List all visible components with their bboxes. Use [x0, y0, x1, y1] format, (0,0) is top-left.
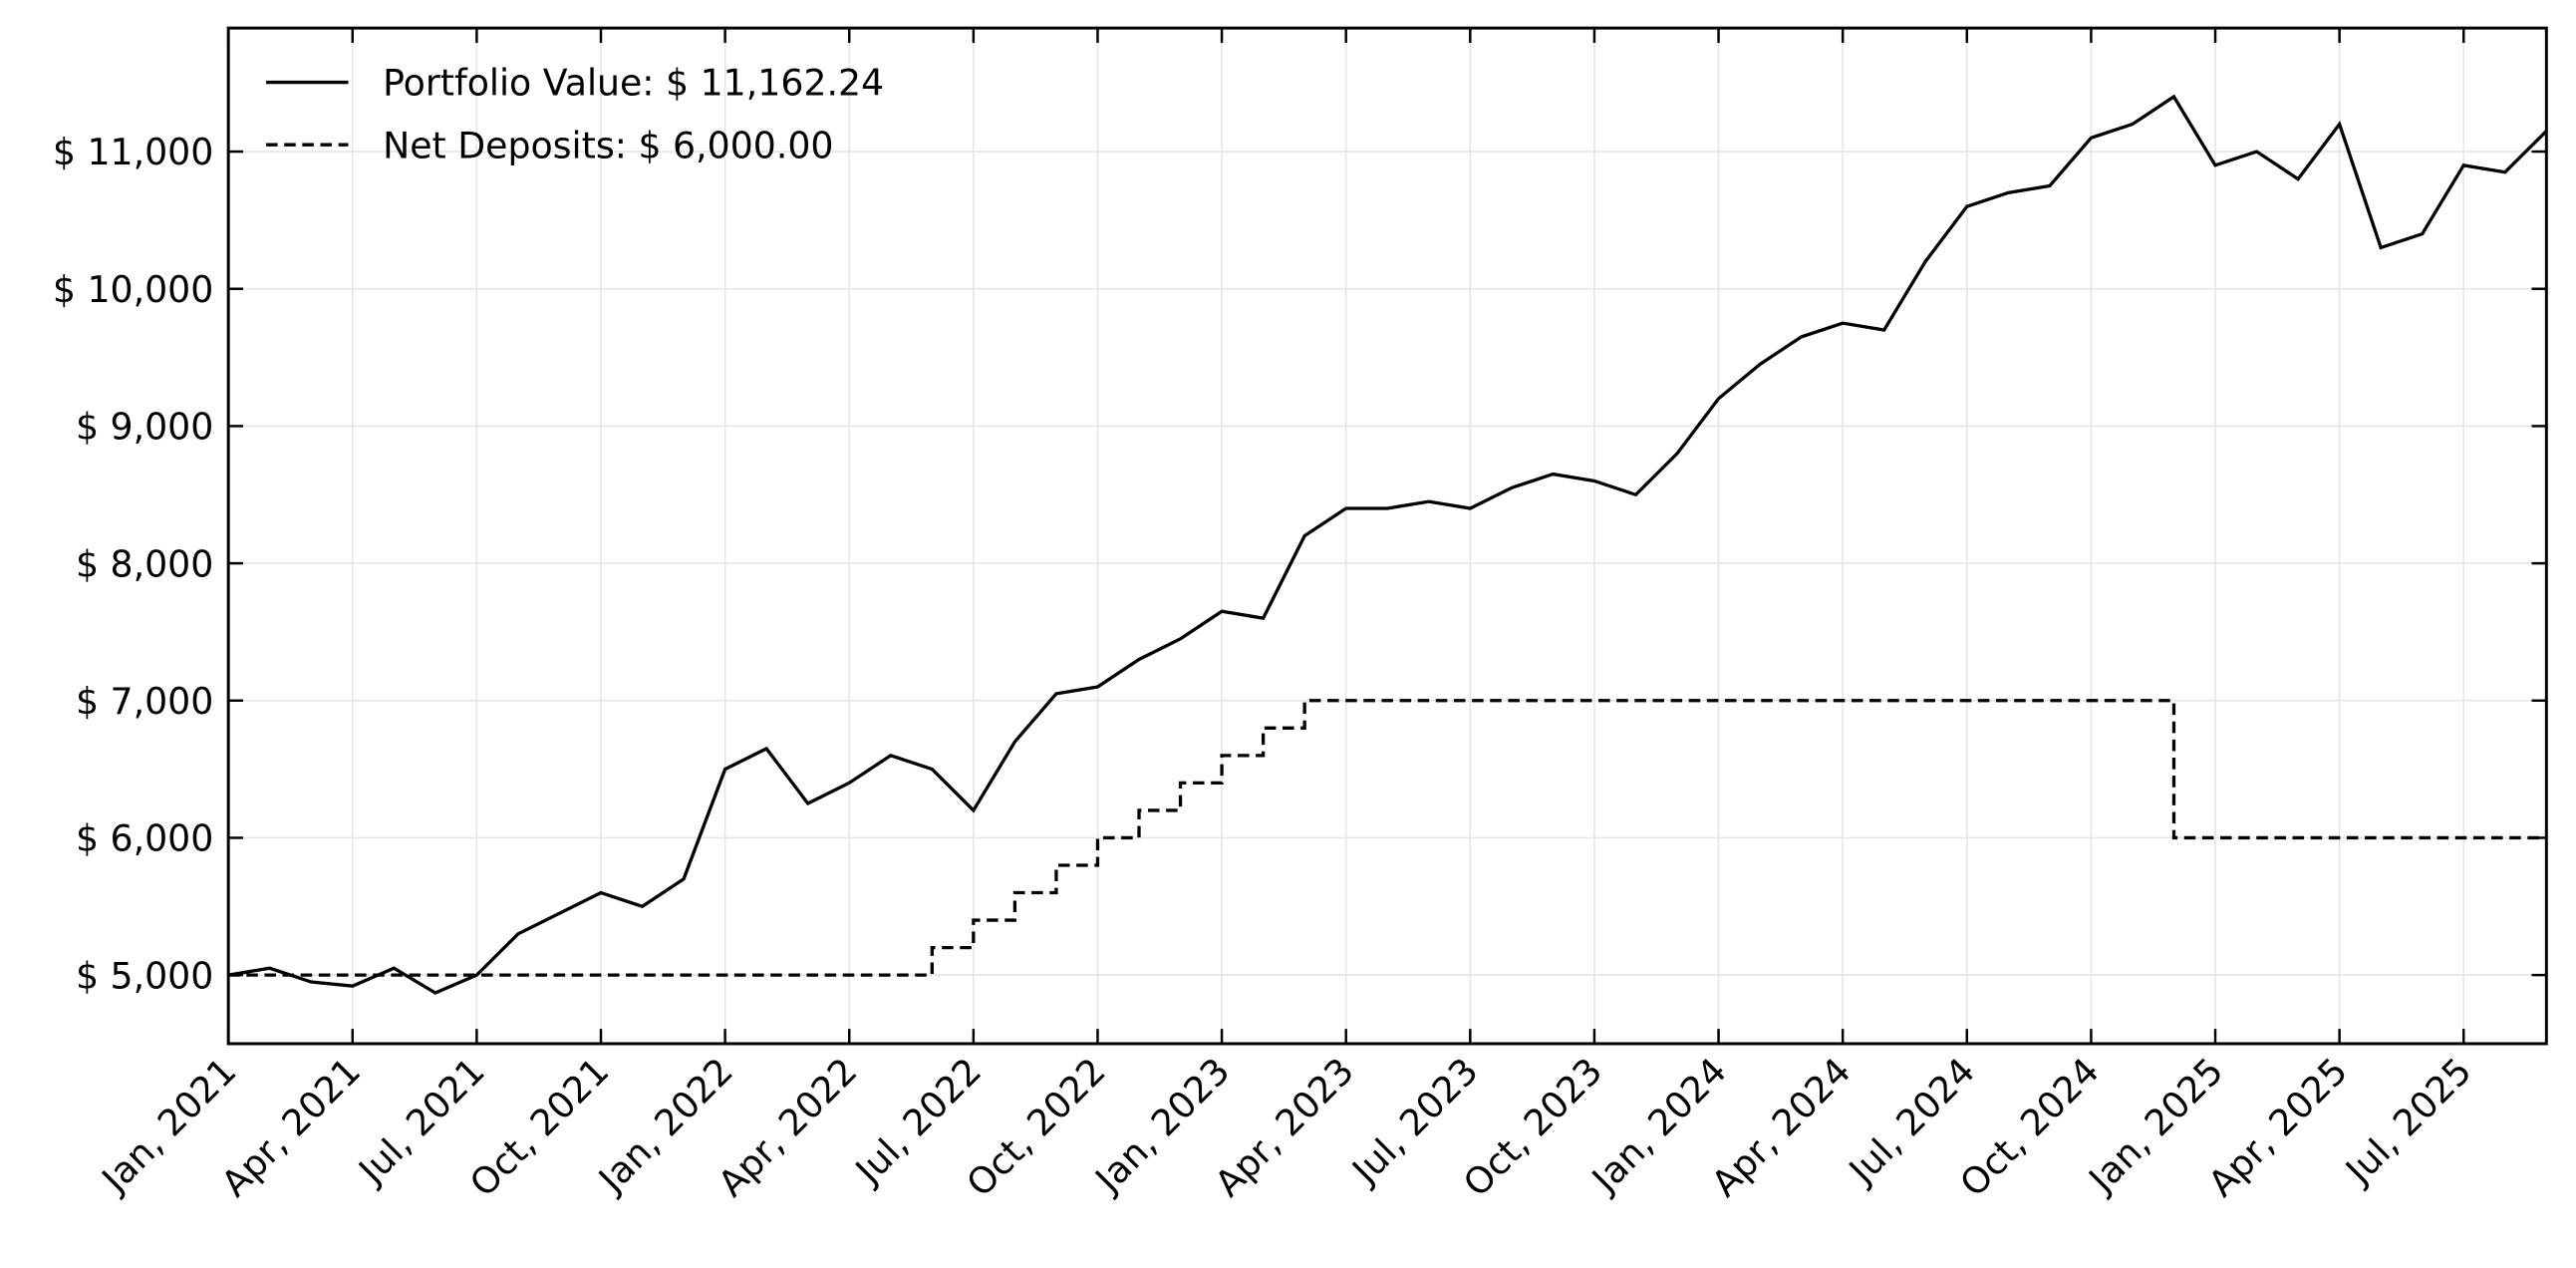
y-tick-label: $ 6,000 [76, 817, 213, 860]
x-tick-label: Jul, 2025 [2336, 1050, 2479, 1193]
series-line [227, 94, 2548, 995]
y-tick-label: $ 8,000 [76, 542, 213, 585]
legend-label: Portfolio Value: $ 11,162.24 [383, 62, 884, 105]
y-tick-label: $ 11,000 [53, 131, 213, 173]
y-tick-label: $ 10,000 [53, 268, 213, 311]
series-line [228, 699, 2547, 977]
plot-frame [226, 26, 2548, 1046]
legend-label: Net Deposits: $ 6,000.00 [383, 124, 833, 166]
y-tick-label: $ 7,000 [76, 680, 213, 723]
y-tick-label: $ 9,000 [76, 406, 213, 449]
y-tick-label: $ 5,000 [76, 954, 213, 997]
